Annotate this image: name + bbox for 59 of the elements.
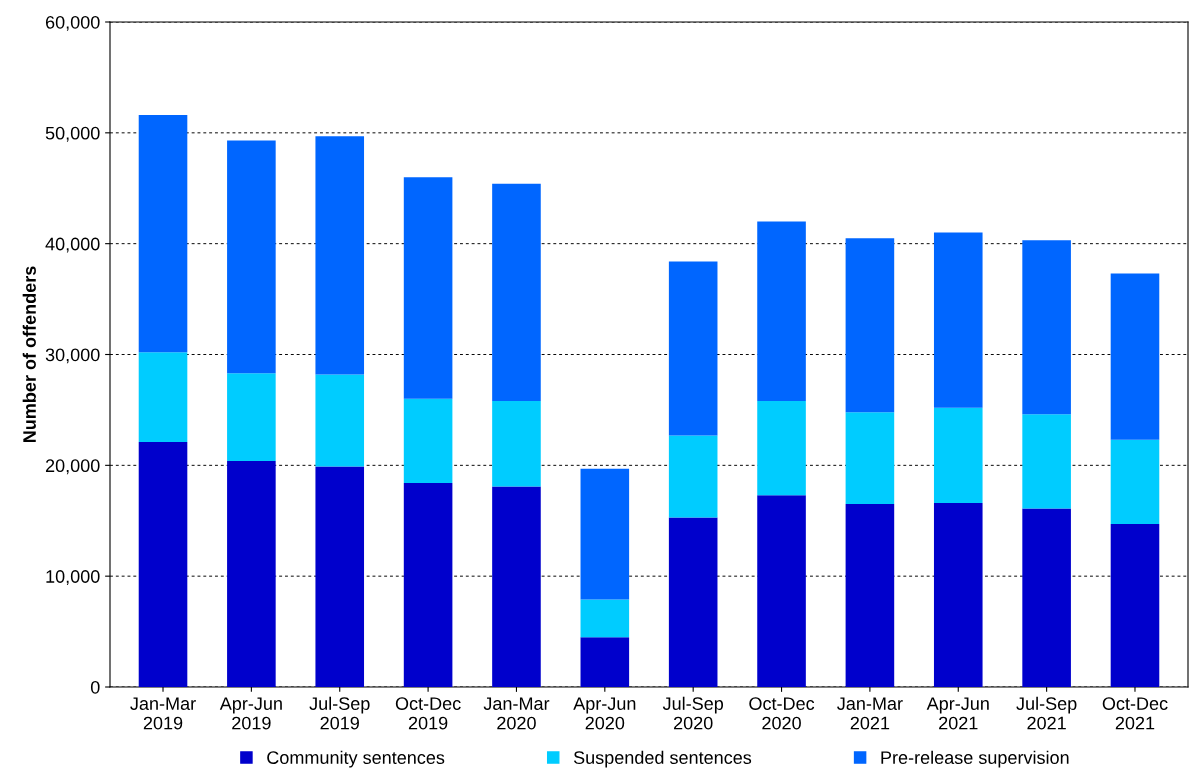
y-tick-label: 40,000: [45, 237, 100, 253]
x-tick-label: Apr-Jun 2020: [573, 697, 636, 730]
bar: [668, 517, 718, 687]
bar: [138, 115, 188, 353]
bar: [492, 486, 541, 687]
bar: [227, 140, 276, 374]
y-tick-label: 20,000: [45, 459, 100, 475]
bar: [403, 483, 453, 687]
x-tick-label: Jan-Mar 2021: [837, 697, 903, 730]
x-tick-label: Jul-Sep 2021: [1016, 696, 1077, 730]
bar: [403, 177, 453, 399]
y-tick-label: 60,000: [45, 15, 100, 31]
bar: [933, 232, 983, 408]
legend-label: Pre-release supervision: [881, 750, 1069, 768]
bar: [138, 352, 188, 443]
bar: [315, 136, 365, 375]
bar: [1110, 524, 1160, 687]
x-tick-label: Apr-Jun 2019: [219, 697, 282, 730]
x-tick-label: Oct-Dec 2020: [749, 697, 815, 730]
y-tick-label: 30,000: [45, 348, 100, 364]
bar: [315, 466, 365, 687]
legend-label: Community sentences: [267, 750, 445, 768]
bar: [492, 401, 541, 487]
x-tick-label: Jul-Sep 2020: [662, 696, 724, 730]
bar: [1022, 414, 1071, 509]
bar: [845, 238, 895, 413]
legend-label: Suspended sentences: [573, 750, 752, 768]
bar: [580, 468, 630, 600]
bar: [492, 183, 541, 402]
y-axis-title: Number of offenders: [22, 266, 36, 443]
x-tick-label: Oct-Dec 2021: [1102, 697, 1168, 730]
y-tick-label: 10,000: [46, 570, 100, 586]
y-tick-label: 0: [90, 680, 100, 694]
bar: [757, 221, 806, 402]
bar: [668, 261, 718, 436]
y-tick-label: 50,000: [45, 126, 100, 142]
bar: [845, 412, 895, 505]
bar: [138, 442, 188, 687]
bar: [315, 374, 365, 467]
x-tick-label: Jul-Sep 2019: [309, 696, 370, 730]
bar: [933, 503, 983, 687]
bar: [1110, 439, 1160, 525]
bar: [1022, 240, 1071, 415]
bar: [845, 504, 895, 687]
bar: [757, 495, 806, 687]
bar: [933, 407, 983, 504]
bar: [668, 435, 718, 518]
bar: [1110, 273, 1160, 440]
bar: [227, 373, 276, 461]
x-tick-label: Apr-Jun 2021: [926, 697, 989, 730]
bar: [580, 637, 630, 687]
x-tick-label: Oct-Dec 2019: [395, 697, 461, 730]
bar: [227, 460, 276, 687]
bar: [580, 599, 630, 638]
bar: [1022, 508, 1071, 687]
x-tick-label: Jan-Mar 2020: [483, 697, 550, 730]
bar: [757, 401, 806, 496]
bar: [403, 398, 453, 484]
x-tick-label: Jan-Mar 2019: [130, 697, 196, 730]
